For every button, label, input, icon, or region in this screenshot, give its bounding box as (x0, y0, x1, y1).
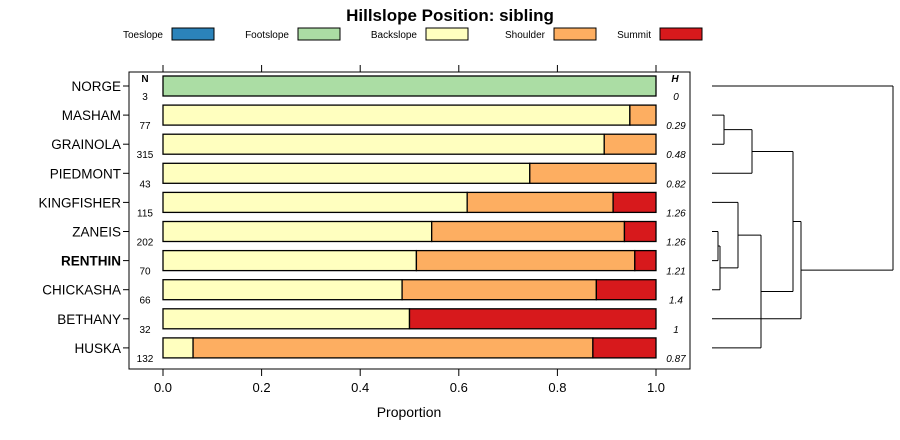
count-label: 315 (137, 150, 154, 161)
category-label: MASHAM (62, 108, 121, 123)
legend-label-backslope: Backslope (371, 30, 418, 41)
category-label: RENTHIN (61, 254, 121, 269)
count-label: 132 (137, 354, 154, 365)
dendrogram-link (712, 220, 802, 320)
entropy-label: 1.21 (666, 267, 685, 278)
count-label: 3 (142, 92, 148, 103)
count-label: 43 (139, 179, 151, 190)
entropy-label: 1 (673, 325, 679, 336)
entropy-column-header: H (671, 74, 679, 85)
dendrogram-link (712, 231, 719, 262)
bar-segment-summit (612, 191, 657, 214)
bar-segment-backslope (162, 104, 631, 126)
entropy-label: 0.48 (666, 150, 686, 161)
plot-frame (128, 71, 691, 370)
chart-title: Hillslope Position: sibling (346, 6, 554, 25)
legend-swatch-shoulder (553, 27, 597, 41)
entropy-label: 1.4 (669, 296, 683, 307)
category-label: HUSKA (74, 341, 121, 356)
bar-segment-shoulder (192, 337, 594, 359)
dendrogram-link (712, 114, 725, 145)
category-label: KINGFISHER (38, 195, 121, 210)
legend-label-shoulder: Shoulder (505, 30, 546, 41)
x-tick-label: 0.4 (351, 380, 369, 395)
count-label: 70 (139, 267, 151, 278)
legend-swatch-toeslope (171, 27, 215, 41)
entropy-label: 1.26 (666, 208, 686, 219)
legend-swatch-summit (659, 27, 703, 41)
count-label: 32 (139, 325, 151, 336)
category-label: PIEDMONT (50, 166, 121, 181)
x-tick-label: 0.0 (154, 380, 172, 395)
bar-segment-backslope (162, 308, 411, 330)
count-label: 202 (137, 238, 154, 249)
dendrogram-link (712, 129, 753, 174)
entropy-label: 1.26 (666, 238, 686, 249)
bar-segment-shoulder (431, 220, 626, 243)
category-label: BETHANY (57, 312, 121, 327)
x-tick-label: 0.2 (253, 380, 271, 395)
legend-swatch-footslope (297, 27, 341, 41)
bar-segment-backslope (162, 162, 531, 184)
bar-segment-backslope (162, 191, 468, 214)
bar-segment-shoulder (629, 104, 657, 126)
bar-segment-shoulder (415, 249, 636, 272)
dendrogram-link (752, 150, 794, 293)
legend: Toeslope Footslope Backslope Shoulder Summit (123, 27, 703, 41)
legend-swatch-backslope (425, 27, 469, 41)
count-label: 77 (139, 121, 151, 132)
bar-segment-shoulder (603, 133, 657, 155)
bar-segment-backslope (162, 279, 403, 301)
bar-segment-backslope (162, 133, 605, 155)
x-tick-label: 1.0 (647, 380, 665, 395)
dendrogram-link (712, 234, 762, 349)
count-column-header: N (141, 74, 148, 85)
legend-label-footslope: Footslope (245, 30, 289, 41)
bar-segment-summit (634, 249, 657, 272)
bar-rows: NORGE 3 0 MASHAM 77 0.29 GRAINOLA 315 0.48 PIEDMO… (38, 75, 686, 365)
bar-segment-shoulder (529, 162, 657, 184)
bar-segment-backslope (162, 337, 194, 359)
dendrogram-link (712, 201, 739, 269)
count-label: 115 (137, 208, 153, 219)
bar-segment-footslope (162, 75, 657, 97)
category-label: GRAINOLA (51, 137, 121, 152)
x-tick-label: 0.6 (450, 380, 468, 395)
entropy-label: 0.29 (666, 121, 686, 132)
category-label: CHICKASHA (42, 283, 121, 298)
bar-segment-shoulder (466, 191, 614, 214)
legend-label-toeslope: Toeslope (123, 30, 163, 41)
dendrogram (712, 85, 894, 349)
x-axis-label: Proportion (377, 404, 442, 420)
category-label: NORGE (71, 79, 121, 94)
bar-segment-summit (623, 220, 657, 243)
count-label: 66 (139, 296, 151, 307)
top-tick-marks (162, 65, 657, 72)
bar-segment-summit (592, 337, 657, 359)
legend-label-summit: Summit (617, 30, 651, 41)
x-tick-label: 0.8 (548, 380, 566, 395)
dendrogram-link (712, 245, 721, 291)
entropy-label: 0.82 (666, 179, 686, 190)
bar-segment-summit (408, 308, 657, 330)
x-axis: 0.0 0.2 0.4 0.6 0.8 1.0 (154, 369, 665, 395)
bar-segment-shoulder (401, 279, 597, 301)
entropy-label: 0 (673, 92, 679, 103)
dendrogram-link (712, 85, 894, 271)
category-label: ZANEIS (72, 225, 121, 240)
bar-segment-backslope (162, 249, 418, 272)
entropy-label: 0.87 (666, 354, 686, 365)
bar-segment-summit (595, 279, 657, 301)
bar-segment-backslope (162, 220, 433, 243)
